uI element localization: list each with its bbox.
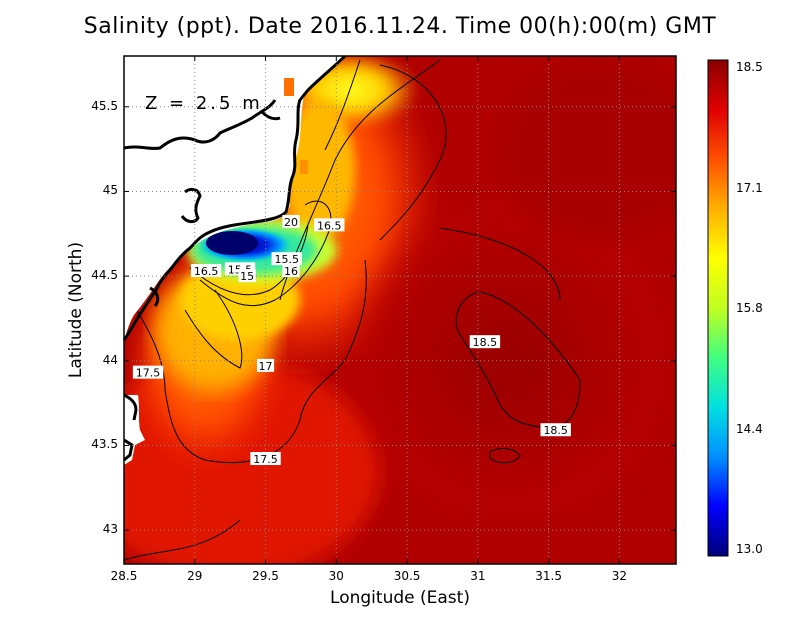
- x-tick-label: 31.5: [535, 569, 562, 583]
- x-axis-label: Longitude (East): [330, 588, 470, 608]
- map-title: Salinity (ppt). Date 2016.11.24. Time 00…: [83, 14, 717, 39]
- contour-label: 16: [284, 265, 298, 278]
- plot-frame: [123, 55, 677, 565]
- gridlines: [124, 56, 676, 564]
- contour-label-box: [256, 358, 275, 372]
- contour-label-box: [282, 214, 300, 228]
- x-tick-label: 32: [611, 569, 628, 583]
- x-tick-label: 29.5: [252, 569, 279, 583]
- x-tick-label: 29: [187, 569, 203, 583]
- colorbar-tick-label: 18.5: [736, 60, 763, 74]
- colorbar: [707, 59, 729, 557]
- colorbar-tick-label: 14.4: [736, 421, 763, 436]
- contour-label: 17: [259, 360, 273, 373]
- y-tick-label: 45: [102, 183, 118, 198]
- contour-label: 18.5: [543, 424, 568, 437]
- contour-label-box: [314, 218, 345, 232]
- contour-label: 18.5: [473, 336, 498, 349]
- contour-label-box: [271, 252, 302, 266]
- contour-label: 17.5: [136, 367, 161, 380]
- coastal-pixel-patch: [284, 78, 294, 96]
- contour-label-box: [469, 335, 501, 349]
- depth-label: Z = 2.5 m: [145, 93, 263, 114]
- y-tick-label: 44: [102, 352, 118, 367]
- x-tick-label: 31: [470, 569, 486, 583]
- colorbar-tick-label: 15.8: [736, 301, 763, 315]
- contour-label: 16.5: [317, 219, 342, 232]
- axis-ticks: [123, 56, 676, 564]
- contour-label: 15: [240, 270, 254, 283]
- x-tick-label: 28.5: [110, 569, 138, 583]
- y-tick-label: 43.5: [91, 437, 118, 452]
- contour-label-box: [540, 423, 571, 437]
- y-tick-label: 45.5: [91, 98, 118, 113]
- colorbar-tick-label: 13.0: [736, 542, 763, 556]
- contour-label-box: [132, 365, 164, 379]
- contour-label-box: [250, 452, 281, 466]
- y-tick-label: 44.5: [91, 268, 118, 283]
- contour-label: 15.5: [275, 253, 300, 266]
- contour-label: 16.5: [194, 265, 219, 278]
- y-tick-label: 43: [102, 522, 118, 537]
- colorbar-tick-label: 17.1: [736, 180, 763, 195]
- y-axis-label: Latitude (North): [66, 241, 86, 379]
- x-tick-label: 30: [328, 569, 344, 583]
- contour-label-box: [238, 269, 256, 283]
- colorbar-ramp: [707, 59, 729, 557]
- x-tick-label: 30.5: [393, 569, 421, 583]
- land-mask: [124, 56, 345, 465]
- contour-label-box: [190, 264, 222, 278]
- contour-label: 17.5: [253, 453, 278, 466]
- contour-label: 20: [284, 216, 298, 229]
- coastline: [122, 54, 347, 462]
- contour-label-box: [282, 264, 300, 278]
